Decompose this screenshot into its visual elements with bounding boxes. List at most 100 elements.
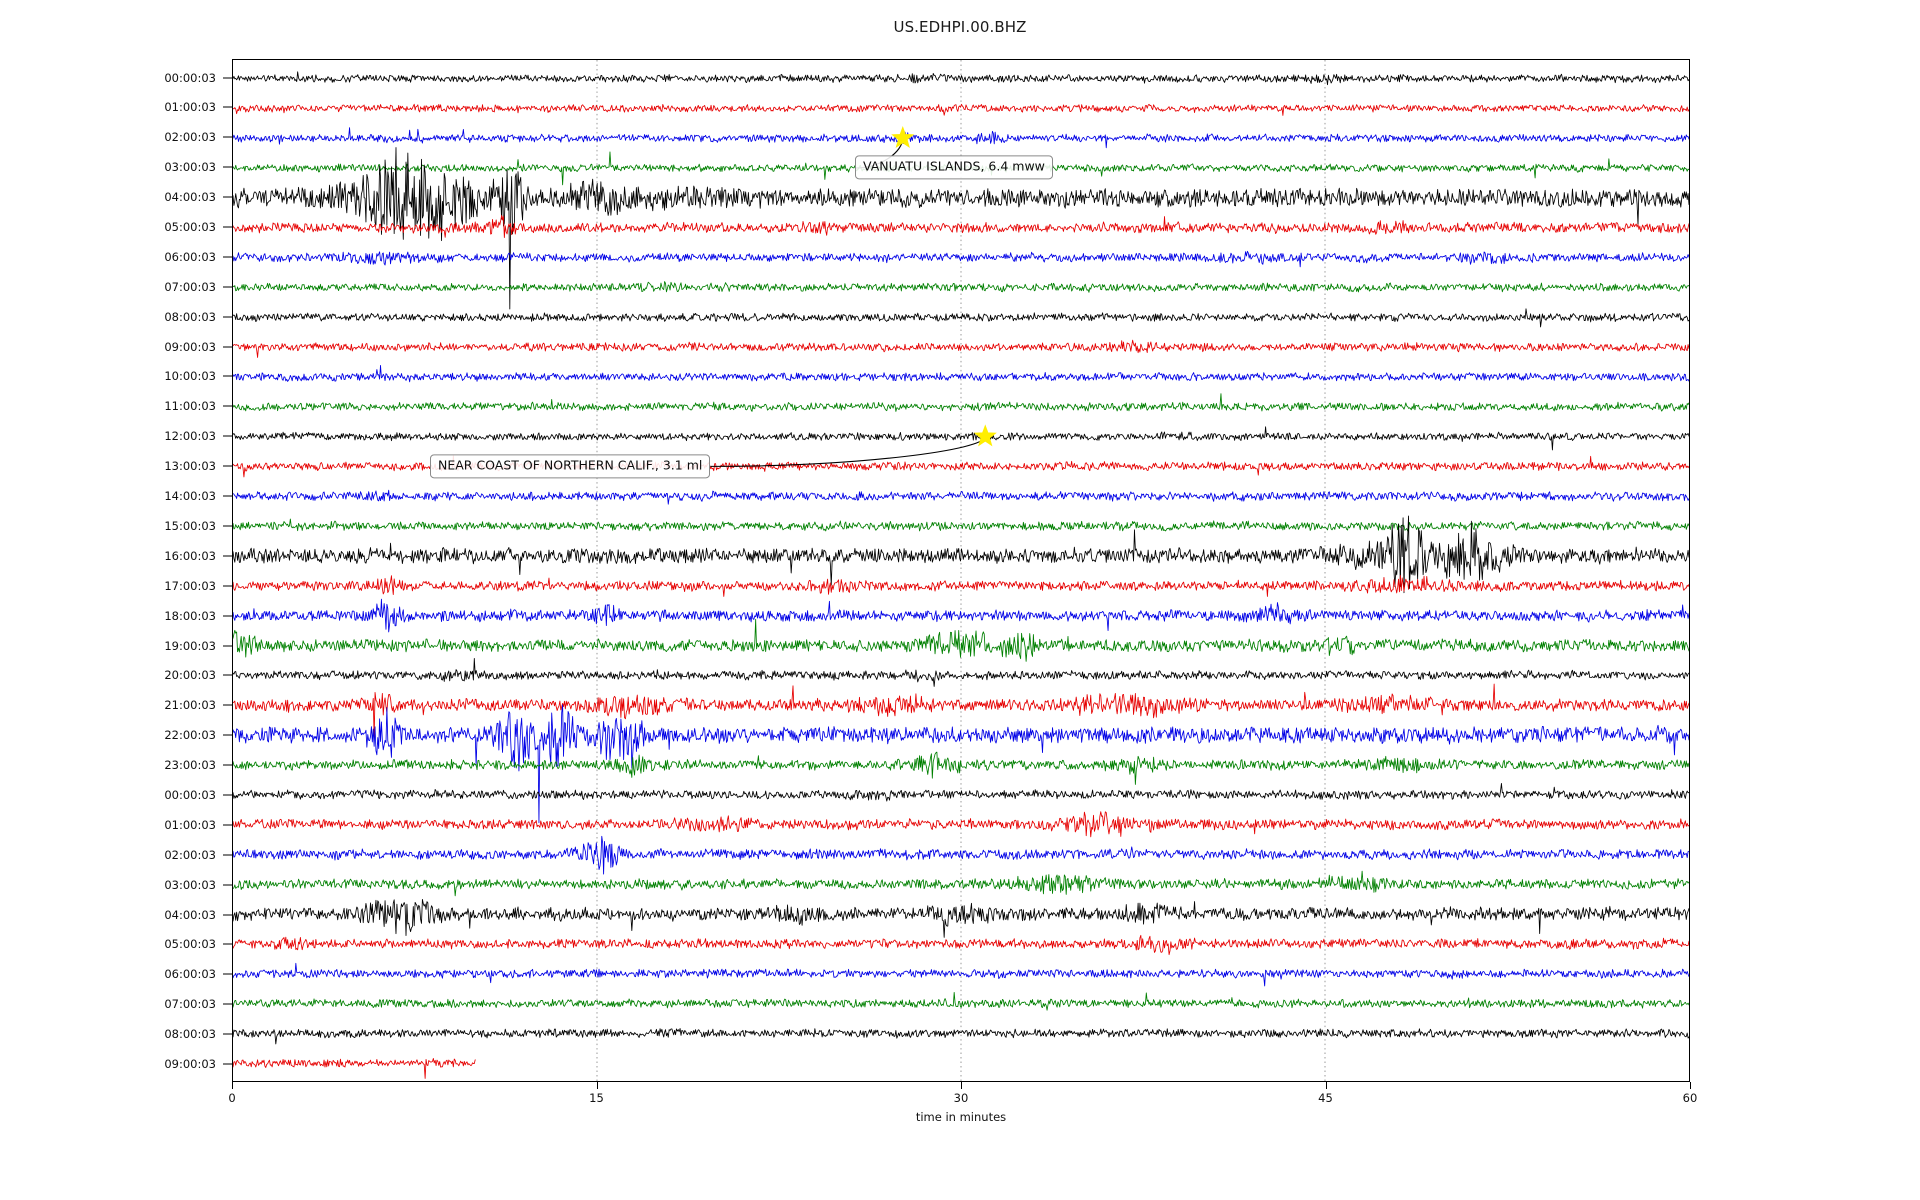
y-axis-tick-mark xyxy=(223,405,232,407)
event-annotation-northern-calif-event[interactable]: NEAR COAST OF NORTHERN CALIF., 3.1 ml xyxy=(430,454,711,478)
y-axis-tick-label: 19:00:03 xyxy=(164,638,216,653)
y-axis-tick-label: 06:00:03 xyxy=(164,249,216,264)
x-axis-title: time in minutes xyxy=(915,1110,1007,1124)
waveform-trace-11-00-03-11 xyxy=(233,393,1689,412)
y-axis-tick-label: 15:00:03 xyxy=(164,518,216,533)
y-axis-tick-mark xyxy=(223,196,232,198)
page-title: US.EDHPI.00.BHZ xyxy=(893,18,1027,36)
y-axis-tick-mark xyxy=(223,286,232,288)
y-axis-tick-mark xyxy=(223,256,232,258)
y-axis-tick-label: 13:00:03 xyxy=(164,459,216,474)
y-axis-tick-label: 11:00:03 xyxy=(164,399,216,414)
y-axis-tick-mark xyxy=(223,555,232,557)
y-axis-tick-label: 05:00:03 xyxy=(164,220,216,234)
y-axis-tick-mark xyxy=(223,704,232,706)
y-axis-tick-mark xyxy=(223,495,232,497)
waveform-trace-12-00-03-12 xyxy=(233,426,1689,451)
waveform-trace-20-00-03-20 xyxy=(233,658,1689,687)
y-axis-tick-mark xyxy=(223,375,232,377)
waveform-trace-23-00-03-23 xyxy=(233,751,1689,785)
y-axis-tick-mark xyxy=(223,615,232,617)
y-axis-tick-mark xyxy=(223,914,232,916)
waveform-trace-01-00-03-25 xyxy=(233,811,1689,838)
y-axis-tick-label: 06:00:03 xyxy=(164,967,216,982)
waveform-trace-16-00-03-16 xyxy=(233,515,1689,594)
y-axis-tick-mark xyxy=(223,734,232,736)
y-axis-tick-mark xyxy=(223,973,232,975)
waveform-trace-05-00-03-5 xyxy=(233,215,1689,239)
x-axis-tick-mark xyxy=(596,1082,598,1089)
y-axis-tick-label: 00:00:03 xyxy=(164,70,216,85)
x-axis-tick-label: 60 xyxy=(1682,1091,1698,1105)
y-axis-tick-mark xyxy=(223,674,232,676)
waveform-trace-07-00-03-7 xyxy=(233,281,1689,293)
y-axis-tick-label: 04:00:03 xyxy=(164,190,216,205)
waveform-trace-09-00-03-33 xyxy=(233,1058,476,1079)
y-axis-tick-mark xyxy=(223,585,232,587)
y-axis-tick-label: 17:00:03 xyxy=(164,578,216,593)
y-axis-tick-mark xyxy=(223,645,232,647)
x-axis-tick-label: 15 xyxy=(589,1091,604,1105)
y-axis-tick-label: 23:00:03 xyxy=(164,758,216,773)
waveform-trace-21-00-03-21 xyxy=(233,683,1689,740)
x-axis-tick-mark xyxy=(232,1082,233,1089)
x-axis: 0 15 30 45 60 xyxy=(228,1082,1697,1122)
y-axis-tick-label: 05:00:03 xyxy=(164,937,216,952)
y-axis-tick-mark xyxy=(223,166,232,168)
event-star-icon[interactable] xyxy=(973,424,997,447)
waveform-trace-01-00-03-1 xyxy=(233,103,1689,116)
y-axis: 00:00:03 01:00:03 02:00:03 03:00:03 04:00:03… xyxy=(0,59,232,1082)
y-axis-tick-mark xyxy=(223,346,232,348)
y-axis-tick-label: 02:00:03 xyxy=(164,130,216,145)
waveform-trace-07-00-03-31 xyxy=(233,991,1689,1011)
y-axis-tick-label: 09:00:03 xyxy=(164,1057,216,1072)
y-axis-tick-label: 22:00:03 xyxy=(164,728,216,743)
waveform-trace-05-00-03-29 xyxy=(233,934,1689,956)
y-axis-tick-mark xyxy=(223,136,232,138)
waveform-trace-09-00-03-9 xyxy=(233,339,1689,358)
plot-area xyxy=(232,59,1690,1082)
y-axis-tick-label: 02:00:03 xyxy=(164,847,216,862)
y-axis-tick-label: 20:00:03 xyxy=(164,668,216,683)
y-axis-tick-label: 03:00:03 xyxy=(164,160,216,175)
waveform-trace-00-00-03-24 xyxy=(233,782,1689,802)
y-axis-tick-label: 16:00:03 xyxy=(164,548,216,563)
y-axis-tick-mark xyxy=(223,884,232,886)
y-axis-tick-mark xyxy=(223,824,232,826)
y-axis-tick-label: 01:00:03 xyxy=(164,100,216,115)
y-axis-tick-mark xyxy=(223,77,232,79)
y-axis-tick-mark xyxy=(223,764,232,766)
y-axis-tick-label: 04:00:03 xyxy=(164,907,216,922)
event-star-icon[interactable] xyxy=(891,126,915,148)
y-axis-tick-label: 07:00:03 xyxy=(164,279,216,294)
x-axis-tick-mark xyxy=(1690,1082,1691,1089)
y-axis-tick-mark xyxy=(223,1033,232,1035)
waveform-trace-08-00-03-32 xyxy=(233,1028,1689,1045)
event-annotation-vanuatu-islands-event[interactable]: VANUATU ISLANDS, 6.4 mww xyxy=(855,155,1053,179)
y-axis-tick-label: 14:00:03 xyxy=(164,489,216,504)
y-axis-tick-label: 08:00:03 xyxy=(164,309,216,324)
waveform-trace-22-00-03-22 xyxy=(233,704,1689,824)
y-axis-tick-label: 07:00:03 xyxy=(164,997,216,1012)
y-axis-tick-label: 21:00:03 xyxy=(164,698,216,713)
x-axis-tick-label: 45 xyxy=(1318,1091,1333,1105)
waveform-trace-08-00-03-8 xyxy=(233,308,1689,328)
y-axis-tick-mark xyxy=(223,943,232,945)
y-axis-tick-label: 03:00:03 xyxy=(164,877,216,892)
y-axis-tick-label: 09:00:03 xyxy=(164,339,216,354)
y-axis-tick-label: 10:00:03 xyxy=(164,369,216,384)
waveform-trace-06-00-03-6 xyxy=(233,250,1689,268)
waveform-trace-18-00-03-18 xyxy=(233,598,1689,633)
waveform-trace-17-00-03-17 xyxy=(233,575,1689,597)
y-axis-tick-mark xyxy=(223,106,232,108)
waveform-trace-19-00-03-19 xyxy=(233,618,1689,662)
x-axis-tick-label: 30 xyxy=(953,1091,969,1105)
y-axis-tick-label: 12:00:03 xyxy=(164,429,216,444)
y-axis-tick-mark xyxy=(223,465,232,467)
y-axis-tick-mark xyxy=(223,1063,232,1065)
waveform-trace-03-00-03-27 xyxy=(233,870,1689,897)
waveform-trace-15-00-03-15 xyxy=(233,518,1689,532)
x-axis-tick-label: 0 xyxy=(228,1091,236,1105)
waveform-trace-10-00-03-10 xyxy=(233,365,1689,383)
